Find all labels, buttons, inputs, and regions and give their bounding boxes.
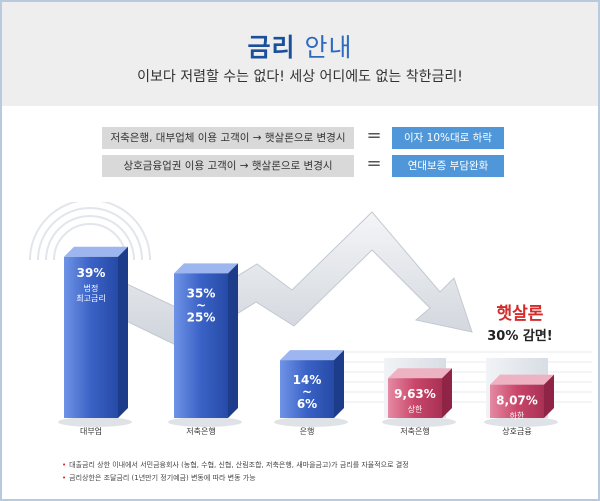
bar [64,256,118,418]
comparison-result: 이자 10%대로 하락 [392,127,504,149]
category-label: 은행 [300,426,315,436]
category-label: 저축은행 [400,426,429,436]
bar-value-label: 39% [77,266,106,280]
bar-side [118,246,128,418]
bar-shadow [58,417,132,427]
annotation-title: 햇살론 [497,304,544,324]
bar-shadow [168,417,242,427]
category-label: 대부업 [80,427,102,436]
bar-value-label: 35% ~25% [187,286,216,324]
bar [174,273,228,418]
annotation-text: 30% 감면! [487,328,553,344]
comparison-result: 연대보증 부담완화 [392,155,504,177]
bar-top [174,263,238,274]
bar [490,384,544,418]
bar-top [388,368,452,379]
bar-sublabel: 상한 [408,404,423,414]
bar-shadow [274,417,348,427]
bar-side [228,263,238,418]
footnotes: • 대출금리 상한 이내에서 서민금융회사 (농협, 수협, 신협, 산림조합, … [62,459,409,485]
bar-side [544,374,554,418]
bar-value-label: 8,07% [496,394,538,408]
down-arrow-icon [111,211,473,349]
title-light: 안내 [304,33,353,62]
bar-sublabel: 하한 [510,411,525,421]
footnote: • 금리상한은 조달금리 (1년만기 정기예금) 변동에 따라 변동 가능 [62,474,256,482]
radiating-arcs [29,202,151,261]
bar-value-label: 14% ~6% [293,373,322,411]
bar-side [334,350,344,418]
footnote: • 대출금리 상한 이내에서 서민금융회사 (농협, 수협, 신협, 산림조합, … [62,461,409,469]
category-label: 상호금융 [502,426,531,436]
bar-top [64,246,128,257]
page-title: 금리 안내 [2,28,598,64]
bar-sublabel: 법정 최고금리 [76,283,105,303]
bar-shadow [382,417,456,427]
bar [388,378,442,418]
bar-top [280,350,344,361]
bar-side [442,368,452,418]
bar-shadow [484,417,558,427]
bar-top [490,374,554,385]
bar [280,360,334,418]
header-band: 금리 안내 이보다 저렴할 수는 없다! 세상 어디에도 없는 착한금리! [2,2,598,106]
title-strong: 금리 [247,33,296,62]
page-subtitle: 이보다 저렴할 수는 없다! 세상 어디에도 없는 착한금리! [137,69,463,85]
comparison-label: 상호금융업권 이용 고객이 → 햇살론으로 변경시 [102,155,354,177]
equals-sign: = [366,153,382,174]
equals-sign: = [366,125,382,146]
comparison-label: 저축은행, 대부업체 이용 고객이 → 햇살론으로 변경시 [102,127,354,149]
bar-value-label: 9,63% [394,387,436,401]
category-label: 저축은행 [186,426,215,436]
